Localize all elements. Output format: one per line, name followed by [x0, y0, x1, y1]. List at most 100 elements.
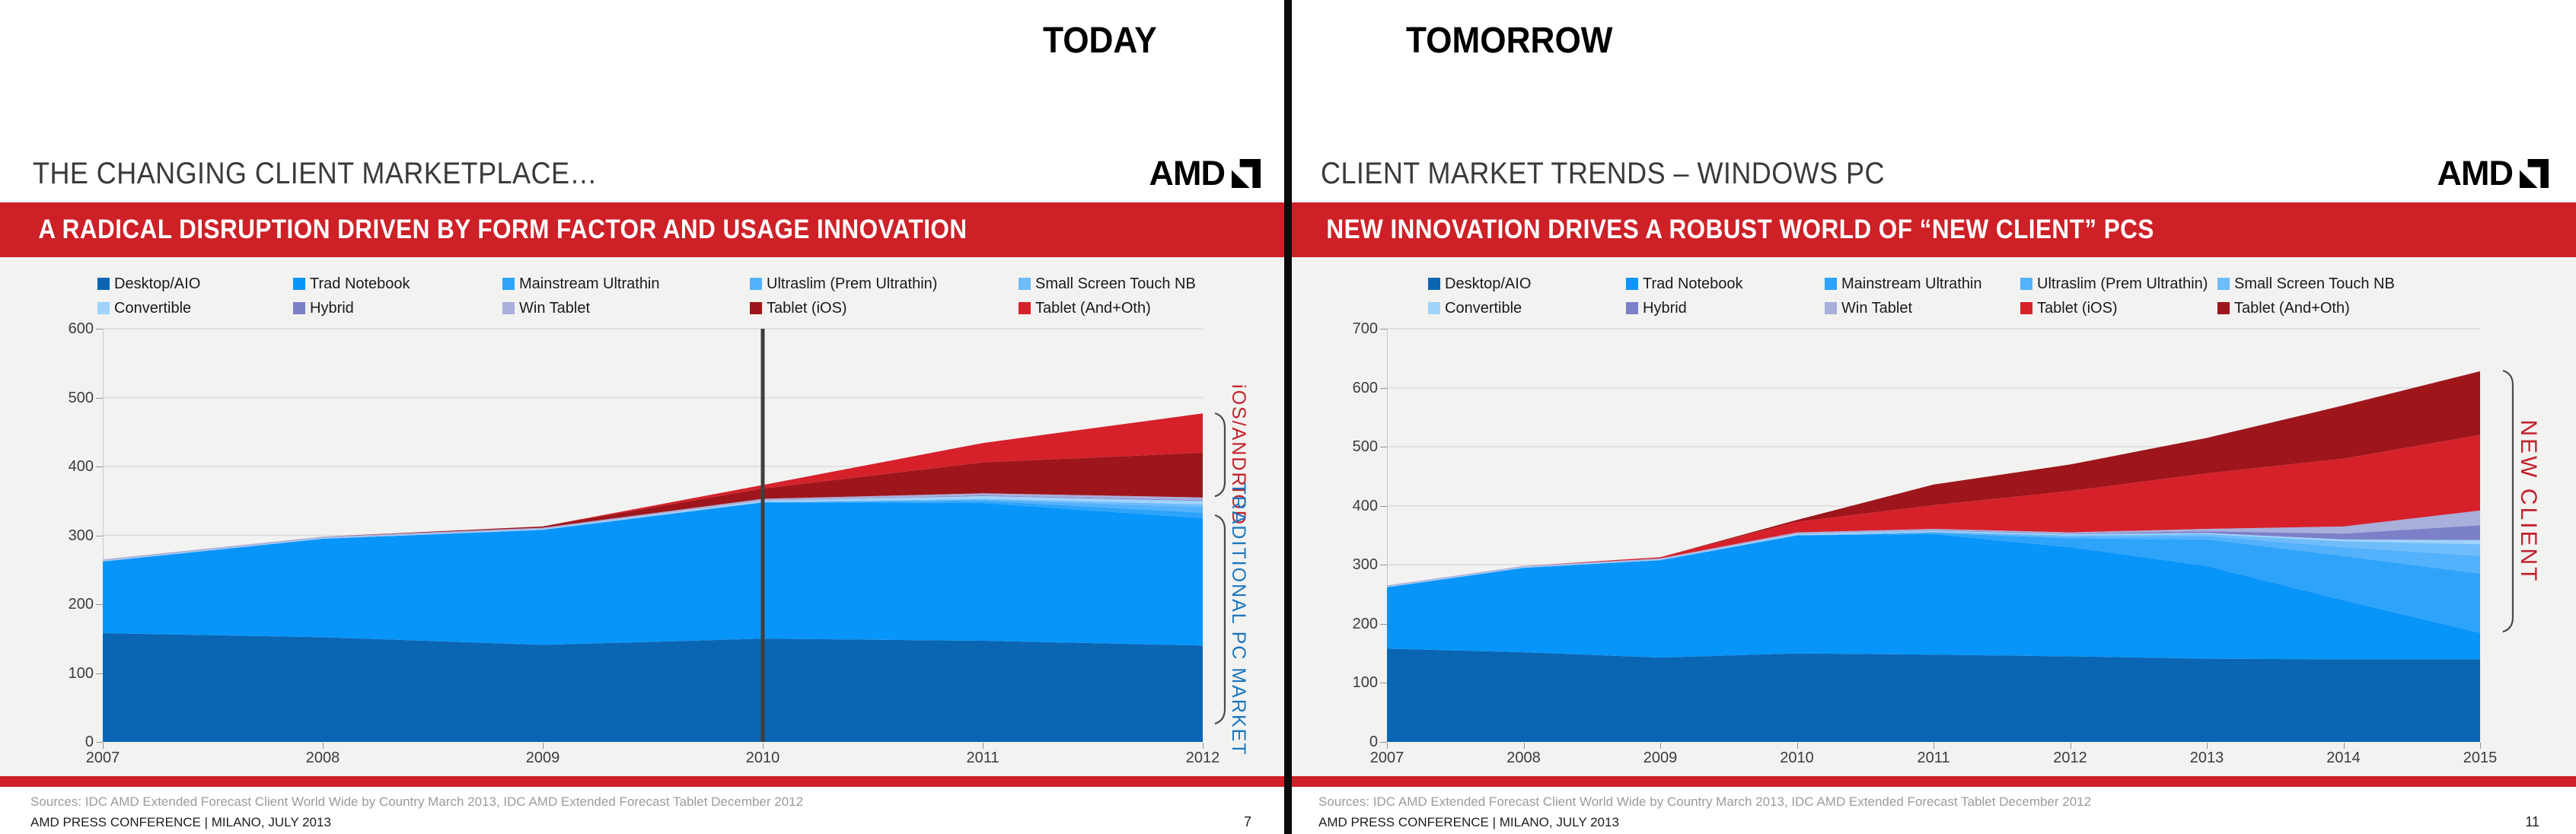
slide-today: TODAY THE CHANGING CLIENT MARKETPLACE… A… [0, 21, 1288, 830]
y-axis-label: 400 [68, 458, 94, 475]
y-axis-label: 600 [68, 320, 94, 337]
legend-swatch [97, 302, 110, 314]
legend-item: Tablet (iOS) [750, 300, 847, 317]
legend-label: Hybrid [1643, 299, 1687, 317]
legend-swatch [293, 302, 305, 314]
legend-item: Desktop/AIO [97, 275, 200, 292]
area-tablet-ios- [1387, 435, 2480, 586]
legend-swatch [1825, 302, 1837, 314]
legend-item: Small Screen Touch NB [2217, 275, 2395, 292]
amd-arrow-icon [1232, 159, 1261, 188]
red-divider-band [0, 776, 1288, 787]
title-row: CLIENT MARKET TRENDS – WINDOWS PC AMD [1321, 151, 2549, 196]
amd-logo: AMD [1149, 154, 1261, 193]
y-axis-tick [1380, 387, 1387, 389]
legend-label: Tablet (And+Oth) [2234, 299, 2350, 317]
legend-swatch [750, 302, 762, 314]
x-axis-label: 2009 [525, 750, 560, 766]
legend-swatch [1626, 302, 1638, 314]
slides-divider [1284, 0, 1292, 834]
y-axis-label: 100 [68, 664, 94, 682]
x-axis-tick [543, 743, 544, 749]
banner: NEW INNOVATION DRIVES A ROBUST WORLD OF … [1288, 202, 2576, 257]
legend-swatch [2217, 278, 2230, 290]
x-axis-tick [2480, 743, 2481, 749]
legend-label: Desktop/AIO [1445, 275, 1532, 292]
slide-top-label: TOMORROW [1406, 21, 1613, 61]
annotation-bracket [2502, 370, 2514, 633]
x-axis-tick [1387, 743, 1388, 749]
x-axis-label: 2007 [1369, 750, 1404, 766]
y-axis-label: 200 [1352, 615, 1378, 632]
x-axis-label: 2010 [745, 750, 780, 766]
legend-label: Convertible [1445, 299, 1522, 317]
legend-label: Small Screen Touch NB [2234, 275, 2395, 292]
legend-label: Hybrid [310, 299, 354, 317]
y-axis-tick [1380, 505, 1387, 507]
legend-swatch [502, 278, 515, 290]
x-axis-label: 2010 [1780, 750, 1814, 766]
x-axis-tick [2207, 743, 2208, 749]
x-axis-tick [1660, 743, 1661, 749]
amd-arrow-icon [2520, 159, 2549, 188]
y-axis-tick [96, 604, 103, 605]
x-axis-tick [2343, 743, 2345, 749]
legend-item: Mainstream Ultrathin [502, 275, 660, 292]
area-win-tablet [1387, 510, 2480, 587]
legend-label: Mainstream Ultrathin [1841, 275, 1982, 292]
legend-swatch [2020, 278, 2032, 290]
today-marker-line [760, 329, 765, 742]
x-axis-tick [323, 743, 324, 749]
legend-label: Win Tablet [519, 299, 591, 317]
legend-item: Convertible [1428, 300, 1522, 317]
chart-panel: Desktop/AIO Trad Notebook Mainstream Ultra… [0, 257, 1288, 776]
y-axis-label: 700 [1352, 320, 1378, 337]
amd-logo: AMD [2437, 154, 2549, 193]
area-mainstream-ultrathin [103, 501, 1203, 562]
footer-text: AMD PRESS CONFERENCE | MILANO, JULY 2013 [30, 814, 331, 829]
legend-label: Small Screen Touch NB [1035, 275, 1196, 292]
legend-label: Tablet (iOS) [2037, 299, 2118, 317]
page-number: 7 [1243, 814, 1251, 829]
y-axis-tick [96, 673, 103, 674]
x-axis-tick [1523, 743, 1525, 749]
legend-item: Tablet (And+Oth) [2217, 300, 2350, 317]
y-axis-label: 300 [68, 527, 94, 544]
y-axis-label: 0 [84, 734, 94, 750]
legend-label: Trad Notebook [310, 275, 410, 292]
legend-swatch [1019, 302, 1031, 314]
x-axis-label: 2012 [1185, 750, 1220, 766]
area-trad-notebook [103, 502, 1203, 646]
legend-swatch [1825, 278, 1837, 290]
legend-swatch [502, 302, 515, 314]
legend-item: Hybrid [293, 300, 354, 317]
banner: A RADICAL DISRUPTION DRIVEN BY FORM FACT… [0, 202, 1288, 257]
legend-swatch [1428, 278, 1440, 290]
y-axis-label: 600 [1352, 379, 1378, 396]
x-axis-tick [983, 743, 984, 749]
x-axis-tick [1797, 743, 1798, 749]
legend-item: Win Tablet [1825, 300, 1912, 317]
legend-label: Convertible [114, 299, 192, 317]
amd-logo-text: AMD [1149, 154, 1226, 193]
stacked-area-chart [103, 328, 1203, 742]
x-axis-label: 2008 [305, 750, 340, 766]
x-axis-label: 2009 [1643, 750, 1678, 766]
legend-swatch [293, 278, 305, 290]
area-mainstream-ultrathin [1387, 533, 2480, 633]
y-axis-tick [96, 466, 103, 467]
legend-item: Win Tablet [502, 300, 590, 317]
y-axis-label: 500 [1352, 438, 1378, 456]
area-ultraslim-prem-ultrathin- [103, 499, 1203, 562]
legend-label: Desktop/AIO [114, 275, 201, 292]
annotation-label: iOS/ANDRIOD [1228, 384, 1249, 527]
x-axis-label: 2012 [2053, 750, 2087, 766]
footer-row: AMD PRESS CONFERENCE | MILANO, JULY 2013… [30, 814, 1251, 830]
legend-item: Ultraslim (Prem Ultrathin) [2020, 275, 2208, 292]
title-row: THE CHANGING CLIENT MARKETPLACE… AMD [33, 151, 1261, 196]
legend-label: Tablet (And+Oth) [1035, 299, 1151, 317]
area-desktop-aio [1387, 648, 2480, 742]
y-axis-tick [96, 742, 103, 743]
annotation-bracket [1214, 412, 1226, 498]
